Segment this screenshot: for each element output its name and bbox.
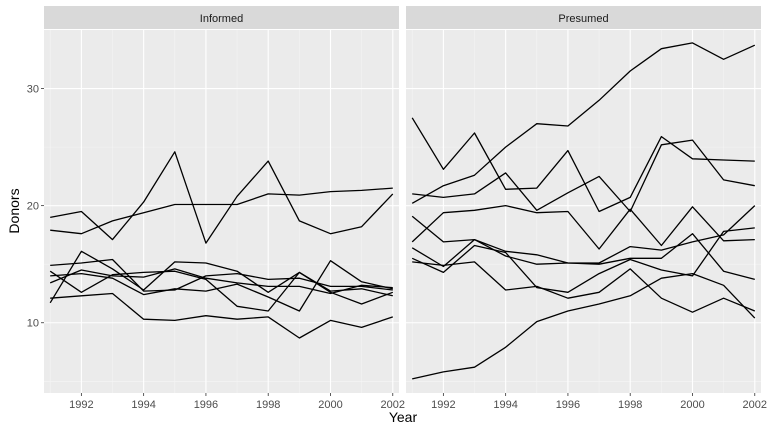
facets: Informed 1992 1994 1996 1998 2000 2002 10 20 30 Pr… [27,6,767,411]
facet-panel: Presumed 1992 1994 1996 1998 2000 2002 [406,6,767,411]
y-tick-label: 10 [27,318,39,330]
facet-strip-label: Informed [200,13,243,25]
x-tick-label: 1992 [69,399,93,411]
y-tick-label: 30 [27,84,39,96]
x-tick-label: 1998 [618,399,642,411]
series-line [412,139,755,213]
series-line [49,268,393,295]
series-line [411,233,755,281]
x-tick-label: 1996 [194,399,218,411]
x-tick-label: 2002 [381,399,405,411]
x-tick-label: 2002 [743,399,767,411]
series-line [411,227,755,293]
facet-strip [406,6,761,29]
x-tick-label: 1994 [131,399,155,411]
series-line [49,250,393,304]
plot-panel [44,30,399,393]
x-tick-label: 1998 [256,399,280,411]
series-line [50,187,393,235]
x-tick-label: 1996 [556,399,580,411]
x-tick-label: 1994 [493,399,517,411]
series-line [411,117,755,213]
y-axis-title: Donors [6,188,22,233]
facet-panel: Informed 1992 1994 1996 1998 2000 2002 10 20 30 [27,6,405,411]
series-line [411,204,755,250]
series-line [50,292,394,339]
x-axis-title: Year [389,409,418,425]
facet-strip [44,6,399,29]
series-line [50,260,393,312]
series-line [50,258,393,292]
y-tick-label: 20 [27,201,39,213]
series-line [411,42,756,204]
x-tick-label: 1992 [431,399,455,411]
facet-strip-label: Presumed [558,13,608,25]
series-line [412,261,756,313]
series-line [412,272,756,380]
x-tick-label: 2000 [318,399,342,411]
series-line [50,151,394,244]
x-tick-label: 2000 [680,399,704,411]
